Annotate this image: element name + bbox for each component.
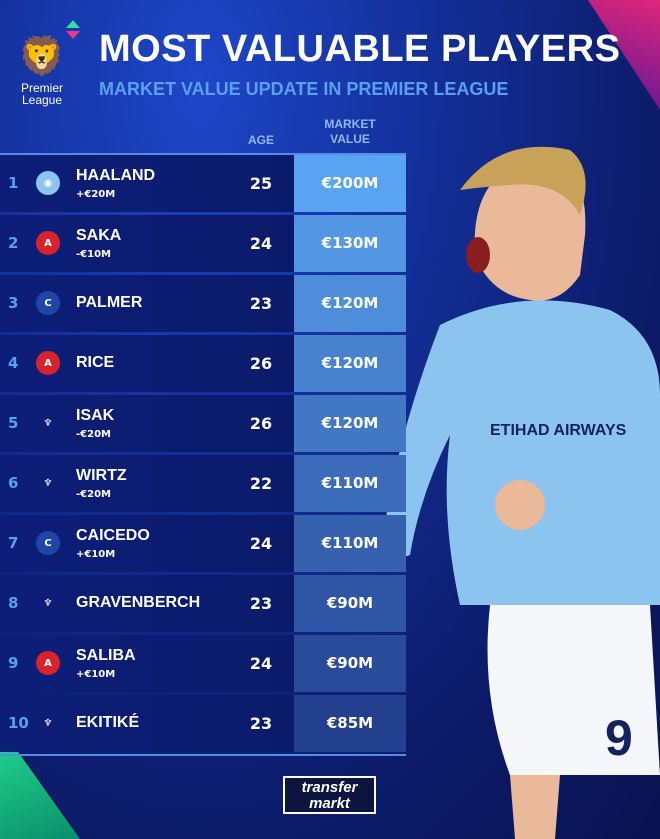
value-change: -€20M bbox=[76, 429, 111, 440]
table-row: 2 A SAKA -€10M 24 €130M bbox=[0, 215, 406, 272]
player-name: WIRTZ bbox=[76, 467, 127, 484]
value-change: -€20M bbox=[76, 489, 111, 500]
table-row: 7 C CAICEDO +€10M 24 €110M bbox=[0, 515, 406, 572]
value-change: +€10M bbox=[76, 669, 116, 680]
table-row: 1 ◉ HAALAND +€20M 25 €200M bbox=[0, 155, 406, 212]
player-name: SALIBA bbox=[76, 647, 136, 664]
club-crest-icon: C bbox=[36, 531, 60, 555]
player-name: SAKA bbox=[76, 227, 122, 244]
player-name: EKITIKÉ bbox=[76, 714, 140, 731]
club-crest-icon: ♆ bbox=[43, 417, 53, 429]
player-age: 23 bbox=[249, 294, 273, 313]
rank: 8 bbox=[8, 594, 19, 612]
market-value: €110M bbox=[294, 515, 406, 572]
value-change: +€20M bbox=[76, 189, 116, 200]
table-row: 10 ♆ EKITIKÉ 23 €85M bbox=[0, 695, 406, 752]
player-name: CAICEDO bbox=[76, 527, 150, 544]
player-age: 26 bbox=[249, 354, 273, 373]
player-age: 22 bbox=[249, 474, 273, 493]
club-crest-icon: ◉ bbox=[36, 171, 60, 195]
market-value: €120M bbox=[294, 395, 406, 452]
player-age: 24 bbox=[249, 534, 273, 553]
column-header-age: AGE bbox=[247, 133, 274, 147]
player-age: 23 bbox=[249, 714, 273, 733]
rank: 2 bbox=[8, 234, 19, 252]
player-name: ISAK bbox=[76, 407, 115, 424]
divider bbox=[0, 754, 406, 756]
market-value: €120M bbox=[294, 335, 406, 392]
club-crest-icon: ♆ bbox=[43, 717, 53, 729]
market-value: €90M bbox=[294, 635, 406, 692]
rank: 3 bbox=[8, 294, 19, 312]
table-row: 5 ♆ ISAK -€20M 26 €120M bbox=[0, 395, 406, 452]
club-crest-icon: A bbox=[36, 231, 60, 255]
player-age: 24 bbox=[249, 654, 273, 673]
table-row: 4 A RICE 26 €120M bbox=[0, 335, 406, 392]
column-header-line: VALUE bbox=[330, 132, 370, 146]
rank: 7 bbox=[8, 534, 19, 552]
table-row: 9 A SALIBA +€10M 24 €90M bbox=[0, 635, 406, 692]
transfermarkt-logo: transfer markt bbox=[283, 776, 376, 814]
divider bbox=[0, 153, 406, 155]
page-subtitle: MARKET VALUE UPDATE IN PREMIER LEAGUE bbox=[99, 79, 509, 99]
lion-icon: 🦁 bbox=[18, 34, 66, 78]
player-name: HAALAND bbox=[76, 167, 156, 184]
shirt-sponsor: ETIHAD AIRWAYS bbox=[490, 422, 627, 439]
club-crest-icon: ♆ bbox=[43, 477, 53, 489]
brand-line: markt bbox=[309, 795, 350, 812]
table-row: 3 C PALMER 23 €120M bbox=[0, 275, 406, 332]
market-value: €120M bbox=[294, 275, 406, 332]
rank: 5 bbox=[8, 414, 19, 432]
player-name: GRAVENBERCH bbox=[76, 594, 201, 611]
club-crest-icon: ♆ bbox=[43, 597, 53, 609]
rank: 4 bbox=[8, 354, 19, 372]
market-value: €200M bbox=[294, 155, 406, 212]
player-age: 26 bbox=[249, 414, 273, 433]
player-age: 25 bbox=[249, 174, 273, 193]
rank: 6 bbox=[8, 474, 19, 492]
table-row: 8 ♆ GRAVENBERCH 23 €90M bbox=[0, 575, 406, 632]
market-value: €85M bbox=[294, 695, 406, 752]
player-photo: ETIHAD AIRWAYS 9 bbox=[380, 146, 660, 839]
table-row: 6 ♆ WIRTZ -€20M 22 €110M bbox=[0, 455, 406, 512]
player-name: RICE bbox=[76, 354, 115, 371]
column-header-market-value: MARKET VALUE bbox=[300, 117, 400, 147]
player-name: PALMER bbox=[76, 294, 143, 311]
page-title: MOST VALUABLE PLAYERS bbox=[99, 28, 621, 70]
player-age: 23 bbox=[249, 594, 273, 613]
rank: 9 bbox=[8, 654, 19, 672]
value-change: -€10M bbox=[76, 249, 111, 260]
market-value: €130M bbox=[294, 215, 406, 272]
club-crest-icon: A bbox=[36, 351, 60, 375]
rank: 1 bbox=[8, 174, 19, 192]
players-table: 1 ◉ HAALAND +€20M 25 €200M 2 A SAKA -€10M… bbox=[0, 153, 406, 756]
up-down-arrows-icon bbox=[66, 20, 80, 39]
league-logo-text: Premier League bbox=[20, 81, 63, 107]
rank: 10 bbox=[8, 714, 29, 732]
club-crest-icon: A bbox=[36, 651, 60, 675]
premier-league-logo: 🦁 Premier League bbox=[14, 30, 70, 106]
market-value: €110M bbox=[294, 455, 406, 512]
value-change: +€10M bbox=[76, 549, 116, 560]
brand-line: transfer bbox=[301, 779, 358, 796]
market-value: €90M bbox=[294, 575, 406, 632]
shirt-number: 9 bbox=[605, 710, 633, 766]
player-age: 24 bbox=[249, 234, 273, 253]
column-header-line: MARKET bbox=[324, 117, 376, 131]
club-crest-icon: C bbox=[36, 291, 60, 315]
